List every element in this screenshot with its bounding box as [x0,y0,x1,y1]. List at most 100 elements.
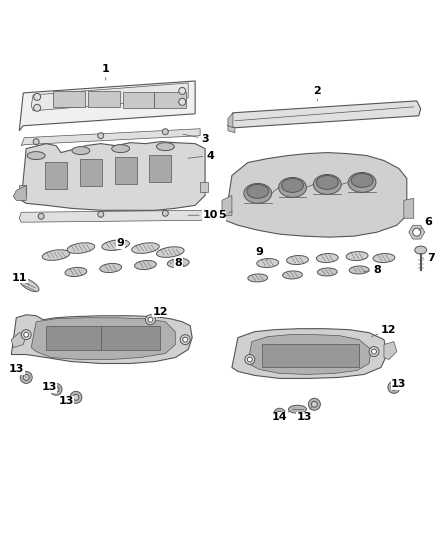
Polygon shape [225,152,407,237]
Polygon shape [45,161,67,189]
Text: 12: 12 [371,325,397,337]
Text: 13: 13 [58,397,74,406]
Ellipse shape [100,263,122,272]
Circle shape [274,408,286,420]
Polygon shape [232,329,387,378]
Circle shape [308,398,320,410]
Ellipse shape [351,173,373,188]
Ellipse shape [244,183,272,203]
Ellipse shape [279,177,307,197]
Ellipse shape [282,179,304,192]
Text: 7: 7 [421,253,434,263]
Text: 5: 5 [218,210,232,220]
Polygon shape [53,91,85,107]
Polygon shape [19,81,195,131]
Ellipse shape [134,261,156,270]
Ellipse shape [42,250,70,260]
Polygon shape [88,92,120,107]
Circle shape [371,349,377,354]
Circle shape [34,104,41,111]
Circle shape [179,99,186,106]
Ellipse shape [346,252,368,261]
Ellipse shape [318,268,337,276]
Text: 13: 13 [9,365,26,377]
Polygon shape [11,315,192,364]
Circle shape [179,87,186,94]
Ellipse shape [349,266,369,274]
Polygon shape [228,126,235,133]
Circle shape [183,337,188,342]
Ellipse shape [19,278,39,292]
Ellipse shape [112,144,130,152]
Circle shape [20,372,32,383]
Text: 6: 6 [419,217,433,230]
Text: 3: 3 [183,134,209,144]
Polygon shape [409,225,425,239]
Circle shape [70,391,82,403]
Text: 9: 9 [116,238,124,250]
Text: 14: 14 [272,411,290,422]
Circle shape [277,411,283,417]
Ellipse shape [289,405,307,413]
Text: 13: 13 [42,382,57,392]
Ellipse shape [156,247,184,257]
Text: 10: 10 [188,210,218,220]
Circle shape [162,211,168,216]
Ellipse shape [72,147,90,155]
Circle shape [23,375,29,381]
Circle shape [148,317,153,322]
Circle shape [388,382,400,393]
Ellipse shape [67,243,95,253]
Polygon shape [149,155,171,182]
Ellipse shape [248,274,268,282]
Polygon shape [21,129,200,146]
Polygon shape [384,342,397,360]
Ellipse shape [286,255,308,264]
Ellipse shape [415,246,427,254]
Polygon shape [13,185,26,200]
Ellipse shape [27,151,45,159]
Polygon shape [46,326,160,350]
Circle shape [98,211,104,217]
Ellipse shape [167,259,189,268]
Circle shape [369,346,379,357]
Text: 1: 1 [102,64,110,80]
Circle shape [73,394,79,400]
Ellipse shape [314,174,341,195]
Polygon shape [123,92,155,108]
Circle shape [53,386,59,392]
Text: 8: 8 [364,265,381,275]
Circle shape [180,335,190,345]
Circle shape [21,330,31,340]
Circle shape [38,213,44,219]
Ellipse shape [102,240,130,251]
Polygon shape [248,335,371,375]
Polygon shape [404,198,414,218]
Circle shape [98,133,104,139]
Polygon shape [31,318,175,360]
Ellipse shape [257,259,279,268]
Text: 12: 12 [148,307,168,318]
Ellipse shape [348,173,376,192]
Circle shape [245,354,255,365]
Circle shape [391,384,397,390]
Text: 8: 8 [170,258,182,268]
Ellipse shape [65,268,87,277]
Circle shape [34,93,41,100]
Polygon shape [80,158,102,187]
Text: 13: 13 [297,407,312,422]
Text: 9: 9 [256,247,268,260]
Polygon shape [115,157,137,184]
Circle shape [24,332,29,337]
Polygon shape [200,182,208,192]
Polygon shape [19,185,26,196]
Circle shape [50,383,62,395]
Ellipse shape [156,143,174,151]
Polygon shape [228,113,233,128]
Polygon shape [31,83,188,111]
Ellipse shape [373,254,395,263]
Circle shape [413,228,421,236]
Polygon shape [19,211,207,222]
Polygon shape [222,196,232,215]
Polygon shape [228,101,421,128]
